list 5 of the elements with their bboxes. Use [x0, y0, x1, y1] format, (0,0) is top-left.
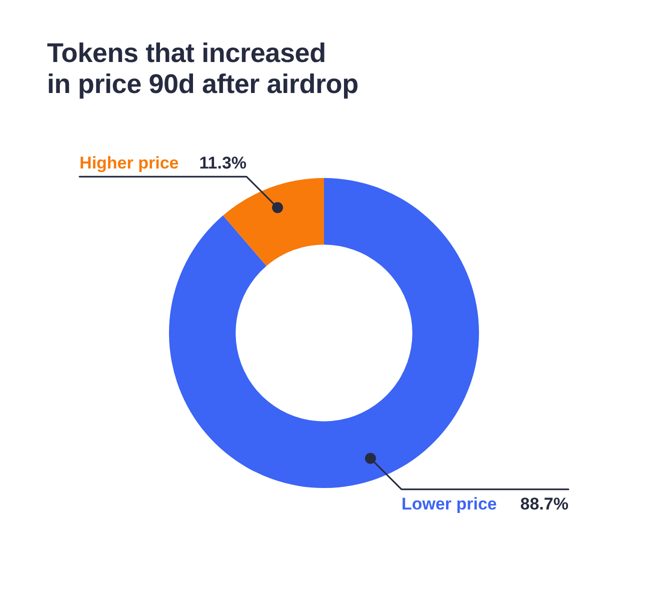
data-label: 88.7%: [520, 494, 568, 514]
slice-label: Higher price: [80, 154, 179, 173]
data-label: 11.3%: [199, 154, 247, 173]
slice-label: Lower price: [401, 494, 497, 514]
chart-title: Tokens that increased in price 90d after airdrop: [47, 38, 358, 100]
